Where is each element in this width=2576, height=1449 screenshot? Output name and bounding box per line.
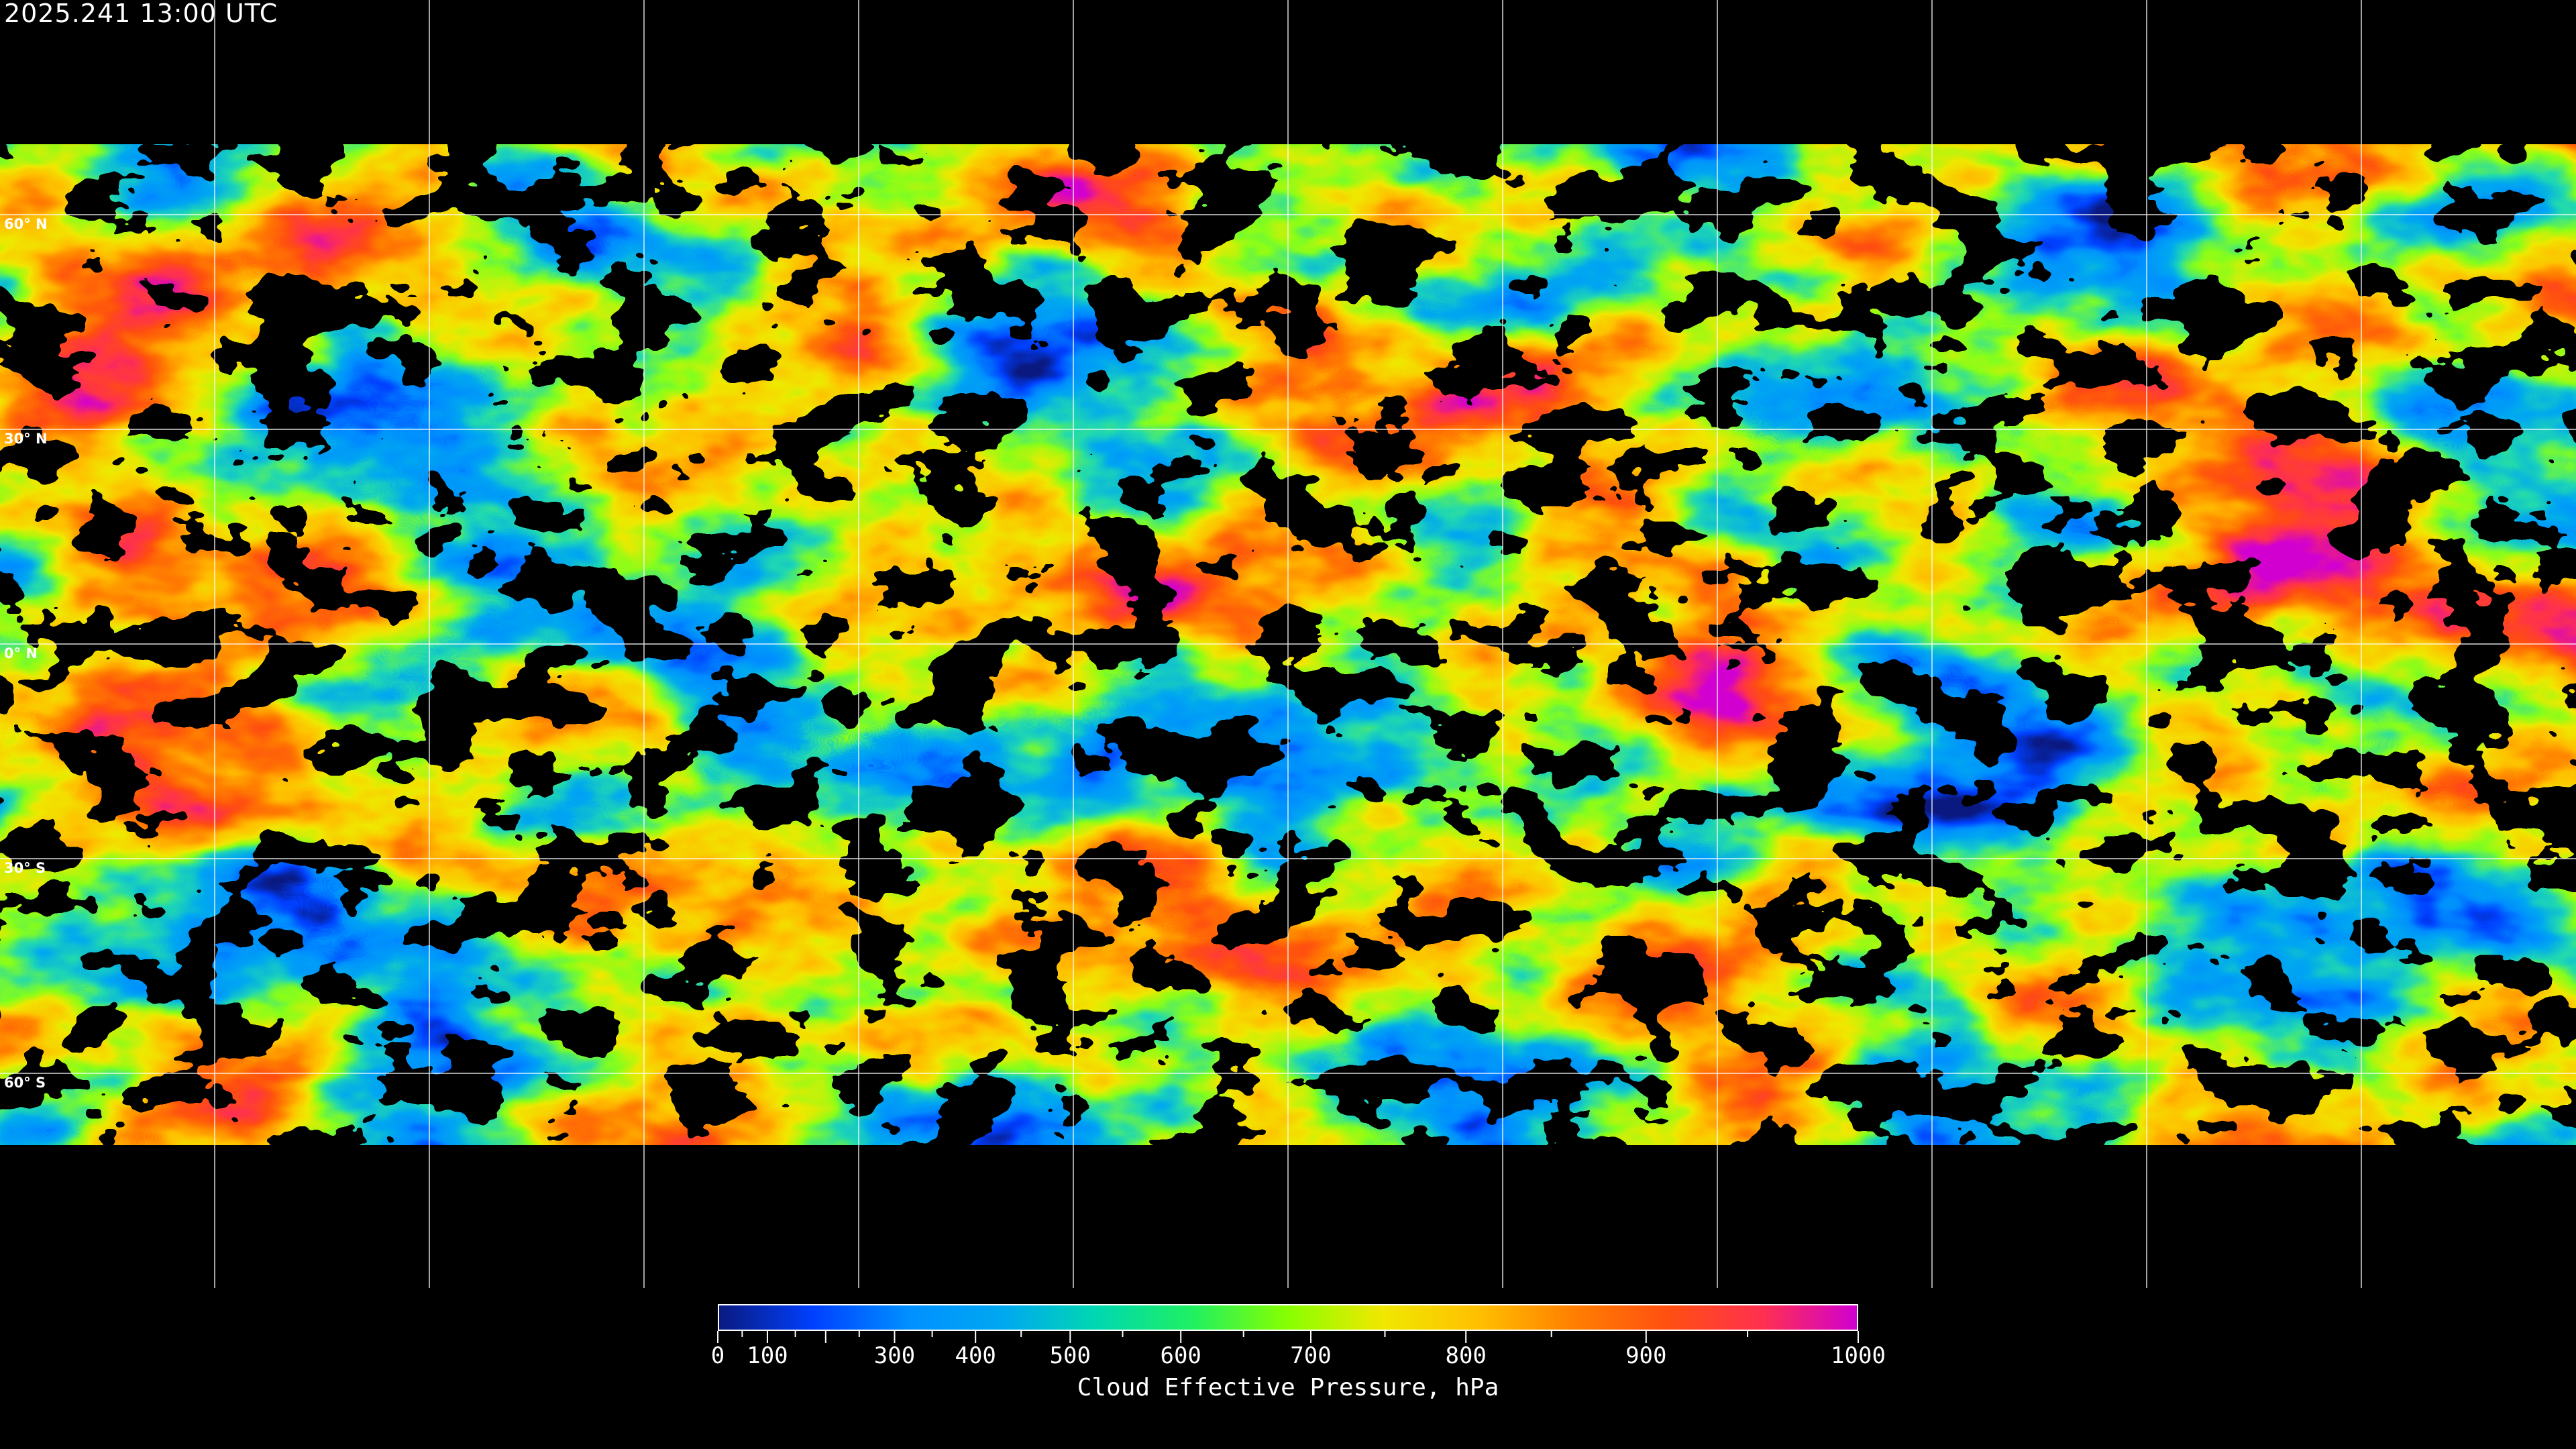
colorbar-tick-label: 700 bbox=[1290, 1342, 1331, 1369]
colorbar-tick-label: 600 bbox=[1160, 1342, 1201, 1369]
graticule bbox=[0, 0, 2576, 1288]
cloud-pressure-map bbox=[0, 0, 2576, 1288]
colorbar-title: Cloud Effective Pressure, hPa bbox=[1077, 1374, 1499, 1401]
colorbar-tick-label: 500 bbox=[1050, 1342, 1091, 1369]
timestamp: 2025.241 13:00 UTC bbox=[4, 0, 278, 28]
lat-label-60s: 60° S bbox=[4, 1075, 46, 1091]
lat-label-30s: 30° S bbox=[4, 860, 46, 876]
colorbar-tick-label: 900 bbox=[1625, 1342, 1666, 1369]
colorbar-tick-label: 400 bbox=[955, 1342, 996, 1369]
lat-label-30n: 30° N bbox=[4, 431, 48, 447]
colorbar-tick-label: 1000 bbox=[1831, 1342, 1886, 1369]
lat-label-0: 0° N bbox=[4, 645, 38, 661]
colorbar-tick-label: 100 bbox=[747, 1342, 788, 1369]
colorbar-tick-label: 0 bbox=[711, 1342, 724, 1369]
lat-label-60n: 60° N bbox=[4, 216, 48, 232]
colorbar bbox=[718, 1304, 1858, 1331]
colorbar-tick-label: 300 bbox=[874, 1342, 915, 1369]
colorbar-tick-label: 800 bbox=[1445, 1342, 1486, 1369]
